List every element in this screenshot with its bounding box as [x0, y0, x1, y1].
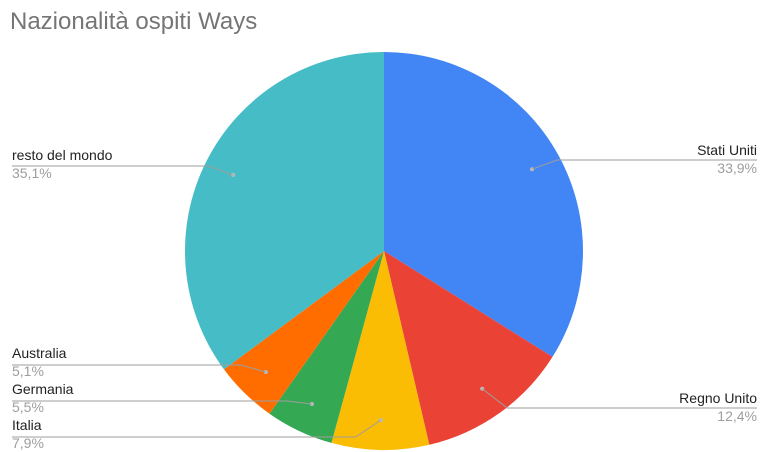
leader-line — [531, 159, 757, 170]
slice-value-label: 5,5% — [12, 399, 44, 415]
pie-slice-australia[interactable] — [224, 251, 384, 414]
slice-label: Regno Unito — [679, 390, 757, 406]
slice-label: Italia — [12, 417, 42, 433]
pie-slice-italia[interactable] — [331, 251, 430, 450]
slice-label: Germania — [12, 381, 74, 397]
leader-line — [12, 165, 234, 176]
leader-line — [481, 388, 757, 409]
leader-line — [12, 364, 266, 373]
slice-value-label: 12,4% — [717, 408, 757, 424]
slice-label: Australia — [12, 345, 67, 361]
pie-slice-regno-unito[interactable] — [384, 251, 553, 445]
chart-title: Nazionalità ospiti Ways — [10, 8, 258, 35]
pie-slice-stati-uniti[interactable] — [384, 52, 583, 357]
slice-value-label: 33,9% — [717, 160, 757, 176]
slice-value-label: 7,9% — [12, 435, 44, 451]
leader-line — [12, 400, 312, 405]
slice-value-label: 5,1% — [12, 363, 44, 379]
pie-slice-resto-del-mondo[interactable] — [185, 52, 384, 370]
pie-slice-germania[interactable] — [269, 251, 384, 443]
slice-label: Stati Uniti — [697, 142, 757, 158]
slice-value-label: 35,1% — [12, 165, 52, 181]
slice-label: resto del mondo — [12, 147, 113, 163]
leader-line — [12, 419, 382, 438]
